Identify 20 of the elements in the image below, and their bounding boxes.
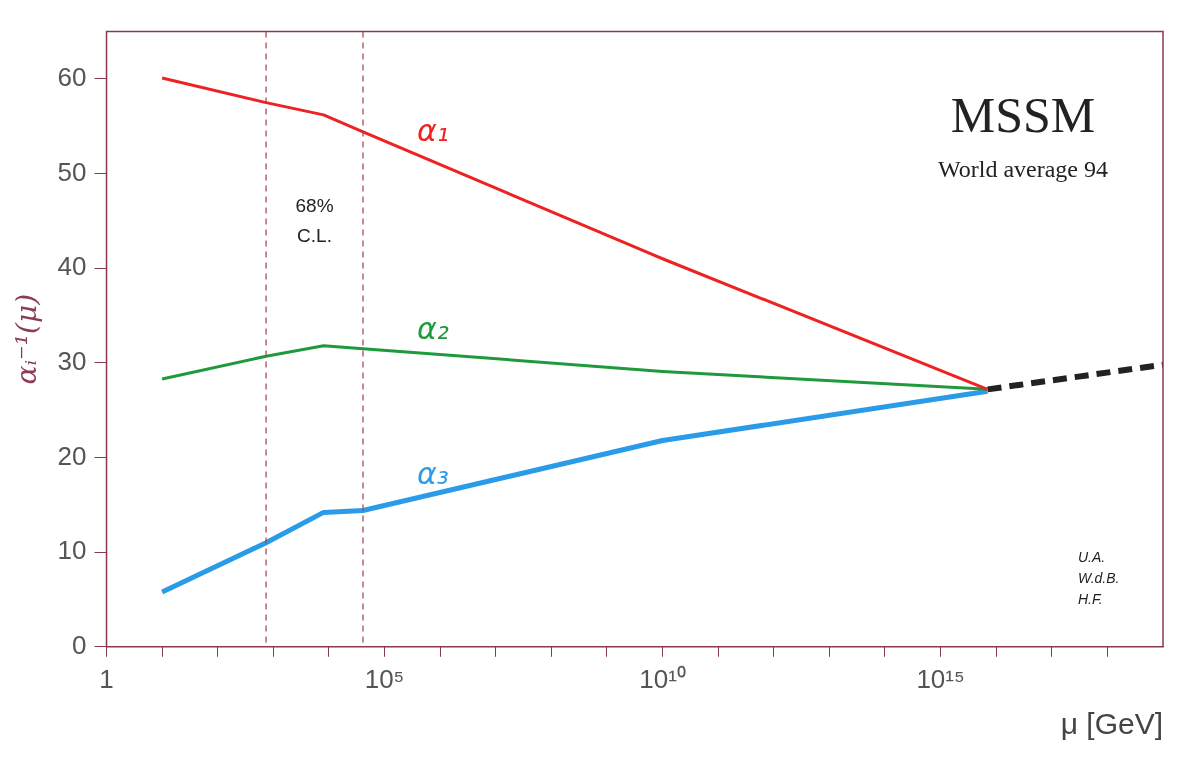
y-tick-label: 0 bbox=[72, 629, 87, 660]
series-label: α₁ bbox=[416, 112, 449, 148]
annotation: U.A. W.d.B. H.F. bbox=[1078, 548, 1120, 607]
y-tick-label: 10 bbox=[57, 535, 87, 566]
series-label: α₃ bbox=[416, 455, 449, 491]
annotation: 68% C.L. bbox=[295, 194, 334, 246]
y-tick-label: 50 bbox=[57, 156, 87, 187]
annotation: World average 94 bbox=[938, 155, 1108, 182]
x-tick-label: 10⁵ bbox=[364, 663, 405, 694]
x-tick-label: 10¹⁵ bbox=[916, 663, 965, 694]
x-tick-label: 1 bbox=[99, 663, 114, 694]
series-label: α₂ bbox=[416, 310, 449, 346]
y-tick-label: 20 bbox=[57, 440, 87, 471]
x-tick-label: 10¹⁰ bbox=[639, 663, 686, 694]
annotation: MSSM bbox=[950, 86, 1096, 143]
y-tick-label: 40 bbox=[57, 251, 87, 282]
y-tick-label: 30 bbox=[57, 346, 87, 377]
x-axis-title: μ [GeV] bbox=[1060, 707, 1163, 741]
y-axis-title: αᵢ⁻¹(μ) bbox=[10, 293, 44, 385]
y-tick-label: 60 bbox=[57, 62, 87, 93]
